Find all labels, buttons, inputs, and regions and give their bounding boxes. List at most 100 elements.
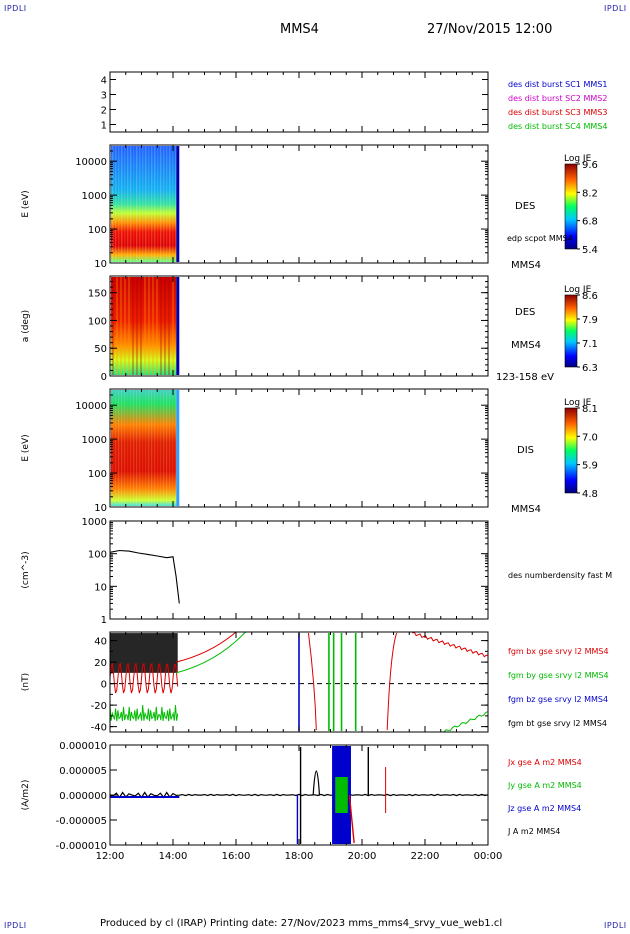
density-legend: des numberdensity fast M bbox=[508, 571, 612, 580]
dis-energy-tick-label: 10000 bbox=[75, 401, 107, 412]
des-spectrogram-stripe bbox=[172, 146, 174, 262]
des-energy-tick-label: 1000 bbox=[82, 191, 107, 202]
des-energy-tick-label: 100 bbox=[88, 225, 107, 236]
des-spectrogram-stripe bbox=[133, 146, 135, 262]
dis-energy-tick-label: 10 bbox=[94, 503, 107, 514]
pitch-angle-stripe bbox=[140, 277, 142, 375]
b-legend-3: fgm bz gse srvy l2 MMS4 bbox=[508, 695, 608, 704]
des-spectrogram-stripe bbox=[175, 146, 177, 262]
jx-dip bbox=[348, 794, 355, 844]
corner-mark-bl: IPDLI bbox=[4, 921, 27, 930]
dis-colorbar bbox=[564, 407, 578, 494]
des-spectrogram-stripe bbox=[169, 146, 171, 262]
dis-energy-tick-label: 1000 bbox=[82, 435, 107, 446]
dis-spectrogram-stripe bbox=[124, 390, 126, 506]
edp-scpot-label: edp scpot MMS4 bbox=[507, 234, 573, 243]
pitch-angle-stripe bbox=[116, 277, 118, 375]
pitch-angle-fill bbox=[111, 277, 177, 375]
dis-colorbar-tick-label: 8.1 bbox=[582, 404, 598, 415]
des-spectrogram-stripe bbox=[130, 146, 132, 262]
density-tick-label: 1 bbox=[101, 615, 107, 626]
j-legend-4: J A m2 MMS4 bbox=[507, 827, 560, 836]
bx-dip-1 bbox=[307, 632, 317, 731]
j-spike-2 bbox=[312, 770, 321, 796]
dis-colorbar-tick-label: 7.0 bbox=[582, 432, 598, 443]
des-spectrogram-stripe bbox=[127, 146, 129, 262]
dis-spectrogram-stripe bbox=[139, 390, 141, 506]
des-colorbar-tick-label: 5.4 bbox=[582, 245, 598, 256]
dis-spectrogram-stripe bbox=[118, 390, 120, 506]
b-legend-2: fgm by gse srvy l2 MMS4 bbox=[508, 671, 609, 680]
pitch-angle-stripe bbox=[128, 277, 130, 375]
des-spectrogram-stripe bbox=[142, 146, 144, 262]
x-tick-label: 18:00 bbox=[285, 851, 314, 862]
dis-spectrogram-stripe bbox=[115, 390, 117, 506]
des-spectrogram-stripe bbox=[166, 146, 168, 262]
des-spectrogram-stripe bbox=[157, 146, 159, 262]
dis-instrument-label: DIS bbox=[517, 445, 534, 456]
x-tick-label: 00:00 bbox=[474, 851, 503, 862]
dis-spacecraft-label: MMS4 bbox=[511, 504, 541, 515]
dis-spectrogram-stripe bbox=[130, 390, 132, 506]
x-tick-label: 20:00 bbox=[348, 851, 377, 862]
des-colorbar bbox=[564, 163, 578, 250]
by-late-line bbox=[443, 711, 489, 733]
corner-mark-tl: IPDLI bbox=[4, 4, 27, 13]
density-tick-label: 1000 bbox=[82, 517, 107, 528]
dis-spectrogram-stripe bbox=[163, 390, 165, 506]
j-legend-2: Jy gse A m2 MMS4 bbox=[507, 781, 582, 790]
dis-spectrogram-stripe bbox=[121, 390, 123, 506]
dis-spectrogram-stripe bbox=[133, 390, 135, 506]
des-spectrogram-stripe bbox=[151, 146, 153, 262]
des-spectrogram-stripe bbox=[154, 146, 156, 262]
burst-legend-1: des dist burst SC1 MMS1 bbox=[508, 80, 607, 89]
des-colorbar-title: Log JE bbox=[564, 154, 592, 164]
dis-energy-axis-label: E (eV) bbox=[21, 434, 31, 461]
current-tick-label: 0.000000 bbox=[59, 791, 107, 802]
b-field-tick-label: 0 bbox=[101, 680, 107, 691]
j-legend-1: Jx gse A m2 MMS4 bbox=[507, 758, 582, 767]
des-spectrogram-edge bbox=[176, 146, 180, 262]
dis-spectrogram-fill bbox=[111, 390, 177, 506]
des-energy-tick-label: 10000 bbox=[75, 157, 107, 168]
pitch-angle-axis-label: a (deg) bbox=[21, 310, 31, 342]
des-spectrogram-stripe bbox=[121, 146, 123, 262]
pitch-angle-stripe bbox=[132, 277, 134, 375]
pa-colorbar bbox=[564, 294, 578, 368]
pitch-angle-tick-label: 100 bbox=[88, 316, 107, 327]
b-field-axis-label: (nT) bbox=[21, 673, 31, 691]
current-tick-label: 0.000010 bbox=[59, 741, 107, 752]
pa-spacecraft-label: MMS4 bbox=[511, 340, 541, 351]
pitch-angle-stripe bbox=[144, 277, 146, 375]
density-tick-label: 100 bbox=[88, 550, 107, 561]
des-spectrogram-stripe bbox=[136, 146, 138, 262]
burst-tick-label: 2 bbox=[101, 106, 107, 117]
pitch-angle-tick-label: 0 bbox=[101, 372, 107, 383]
dis-spectrogram-stripe bbox=[148, 390, 150, 506]
b-field-tick-label: 40 bbox=[94, 637, 107, 648]
pitch-angle-stripe bbox=[152, 277, 154, 375]
burst-legend-3: des dist burst SC3 MMS3 bbox=[508, 108, 607, 117]
dis-colorbar-tick-label: 5.9 bbox=[582, 461, 598, 472]
des-colorbar-tick-label: 9.6 bbox=[582, 160, 598, 171]
pa-energy-range-label: 123-158 eV bbox=[496, 372, 554, 383]
pitch-angle-stripe bbox=[136, 277, 138, 375]
dis-spectrogram-stripe bbox=[136, 390, 138, 506]
by-noise-line bbox=[109, 705, 179, 722]
burst-tick-label: 4 bbox=[101, 76, 107, 87]
dis-spectrogram-stripe bbox=[166, 390, 168, 506]
pitch-angle-tick-label: 50 bbox=[94, 344, 107, 355]
pa-colorbar-tick-label: 8.6 bbox=[582, 291, 598, 302]
b-field-tick-label: -20 bbox=[91, 701, 107, 712]
x-tick-label: 12:00 bbox=[96, 851, 125, 862]
des-spectrogram-stripe bbox=[148, 146, 150, 262]
x-tick-label: 16:00 bbox=[222, 851, 251, 862]
pitch-angle-stripe bbox=[120, 277, 122, 375]
panel-frame-5 bbox=[109, 520, 489, 620]
j-legend-3: Jz gse A m2 MMS4 bbox=[507, 804, 581, 813]
des-spectrogram-stripe bbox=[145, 146, 147, 262]
bx-late-line bbox=[412, 631, 489, 658]
pa-colorbar-tick-label: 6.3 bbox=[582, 363, 598, 374]
density-tick-label: 10 bbox=[94, 582, 107, 593]
